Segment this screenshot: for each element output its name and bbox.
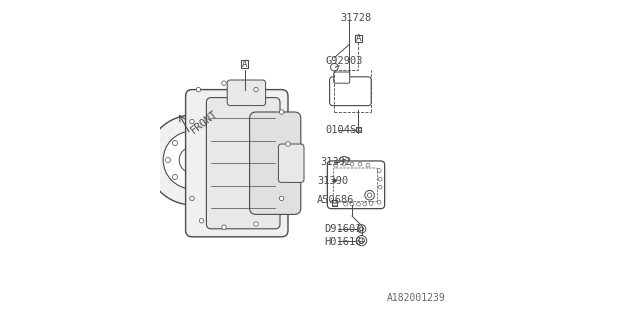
Text: A50686: A50686: [317, 195, 355, 205]
Circle shape: [350, 162, 354, 166]
Circle shape: [214, 157, 219, 163]
FancyBboxPatch shape: [227, 80, 266, 106]
Text: 0104S: 0104S: [326, 124, 357, 135]
Circle shape: [172, 174, 177, 180]
Circle shape: [344, 202, 348, 206]
Circle shape: [334, 200, 338, 204]
FancyBboxPatch shape: [333, 168, 378, 202]
Text: 31728: 31728: [340, 12, 372, 23]
Text: D91601: D91601: [324, 224, 362, 234]
Circle shape: [378, 177, 382, 181]
Circle shape: [334, 163, 338, 167]
Circle shape: [189, 133, 195, 139]
Circle shape: [330, 63, 338, 71]
Circle shape: [196, 87, 201, 92]
Text: A: A: [356, 34, 361, 43]
Circle shape: [189, 119, 195, 124]
FancyBboxPatch shape: [278, 144, 304, 182]
Circle shape: [189, 196, 195, 201]
Circle shape: [378, 200, 381, 204]
Circle shape: [342, 162, 346, 166]
Circle shape: [350, 202, 354, 206]
Text: G92903: G92903: [326, 56, 364, 66]
Circle shape: [165, 157, 170, 163]
Text: FRONT: FRONT: [189, 109, 220, 136]
Circle shape: [342, 159, 346, 164]
Bar: [355, 35, 362, 42]
Text: A182001239: A182001239: [387, 292, 446, 303]
Circle shape: [356, 236, 367, 246]
Circle shape: [200, 219, 204, 223]
Circle shape: [356, 202, 360, 206]
Text: 31390: 31390: [317, 176, 349, 186]
Circle shape: [357, 225, 366, 233]
FancyBboxPatch shape: [328, 161, 385, 209]
FancyBboxPatch shape: [334, 72, 349, 83]
Circle shape: [280, 196, 284, 201]
Circle shape: [360, 227, 364, 231]
Circle shape: [366, 163, 370, 167]
Bar: [356, 127, 361, 132]
Circle shape: [378, 169, 381, 172]
Circle shape: [358, 162, 362, 166]
Circle shape: [280, 110, 284, 114]
Circle shape: [369, 202, 373, 205]
FancyBboxPatch shape: [186, 90, 288, 237]
Circle shape: [147, 115, 237, 205]
Bar: [332, 200, 337, 206]
Circle shape: [207, 174, 212, 180]
Circle shape: [334, 180, 337, 182]
Text: H01616: H01616: [324, 236, 362, 247]
Circle shape: [359, 238, 364, 244]
Bar: [241, 60, 248, 68]
FancyBboxPatch shape: [250, 112, 301, 214]
Circle shape: [365, 190, 374, 200]
Circle shape: [207, 140, 212, 146]
Text: A: A: [242, 60, 248, 68]
FancyBboxPatch shape: [330, 77, 371, 106]
Circle shape: [378, 185, 382, 189]
Circle shape: [285, 142, 291, 146]
Circle shape: [172, 140, 177, 146]
Circle shape: [253, 222, 259, 226]
Circle shape: [367, 193, 372, 197]
Circle shape: [222, 81, 227, 85]
Circle shape: [253, 87, 259, 92]
Circle shape: [222, 225, 227, 229]
Circle shape: [179, 147, 205, 173]
Circle shape: [339, 156, 349, 167]
Circle shape: [363, 202, 367, 206]
Circle shape: [189, 181, 195, 187]
Circle shape: [163, 131, 221, 189]
Text: 31392: 31392: [320, 156, 351, 167]
FancyBboxPatch shape: [206, 98, 280, 229]
